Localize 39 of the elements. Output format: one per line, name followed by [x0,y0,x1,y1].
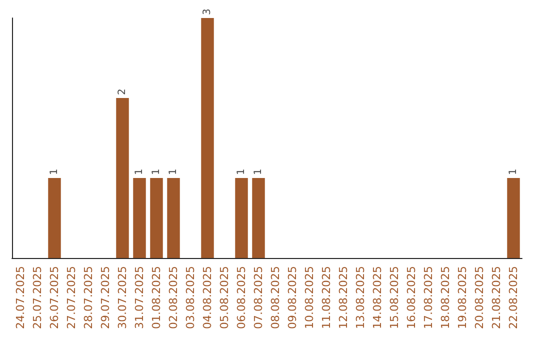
x-tick-label: 02.08.2025 [167,266,180,330]
x-tick-label: 08.08.2025 [269,266,282,330]
data-label: 3 [202,8,213,15]
data-label: 1 [134,168,145,176]
x-tick-label: 03.08.2025 [184,266,197,330]
data-label: 1 [49,168,60,176]
x-tick-label: 16.08.2025 [405,266,418,330]
x-tick-label: 30.07.2025 [116,266,129,330]
x-tick-label: 26.07.2025 [48,266,61,330]
data-label: 1 [151,168,162,176]
data-label: 1 [236,168,247,176]
data-label: 2 [117,88,128,96]
x-tick-label: 12.08.2025 [337,266,350,330]
x-tick-label: 09.08.2025 [286,266,299,330]
x-tick-label: 17.08.2025 [422,266,435,330]
x-tick-label: 10.08.2025 [303,266,316,330]
x-tick-label: 27.07.2025 [65,266,78,330]
x-tick-label: 13.08.2025 [354,266,367,330]
x-tick-label: 05.08.2025 [218,266,231,330]
x-tick-label: 22.08.2025 [507,266,520,330]
x-tick-label: 14.08.2025 [371,266,384,330]
x-tick-label: 01.08.2025 [150,266,163,330]
x-tick-label: 15.08.2025 [388,266,401,330]
data-label: 1 [168,168,179,176]
x-tick-label: 18.08.2025 [439,266,452,330]
x-tick-label: 25.07.2025 [31,266,44,330]
x-tick-label: 07.08.2025 [252,266,265,330]
x-tick-label: 04.08.2025 [201,266,214,330]
x-tick-label: 28.07.2025 [82,266,95,330]
data-label: 1 [253,168,264,176]
x-tick-label: 11.08.2025 [320,266,333,330]
x-tick-label: 24.07.2025 [14,266,27,330]
x-tick-label: 06.08.2025 [235,266,248,330]
data-label: 1 [508,168,519,176]
x-tick-label: 29.07.2025 [99,266,112,330]
x-tick-label: 21.08.2025 [490,266,503,330]
x-tick-label: 19.08.2025 [456,266,469,330]
x-tick-label: 31.07.2025 [133,266,146,330]
x-tick-label: 20.08.2025 [473,266,486,330]
